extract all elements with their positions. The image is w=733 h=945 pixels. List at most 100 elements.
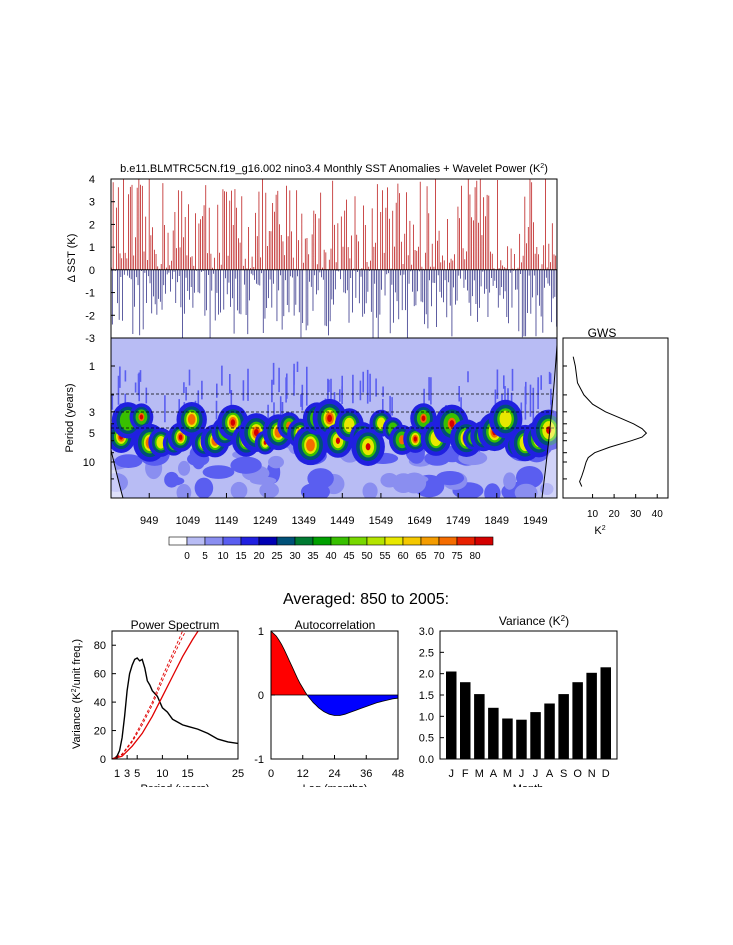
wavelet-contour-low [176, 484, 192, 498]
wavelet-contour-low [114, 454, 143, 468]
colorbar-swatch [222, 536, 242, 546]
monthly-variance-bar [572, 682, 583, 759]
averaged-title: Averaged: 850 to 2005: [283, 591, 449, 608]
wavelet-y-tick-label: 10 [83, 457, 95, 469]
sst-y-tick-label: -1 [85, 288, 95, 300]
wavelet-contour-cell [230, 419, 236, 426]
wavelet-contour-cell [178, 434, 183, 441]
monthly-variance-x-tick-label: F [462, 768, 469, 780]
wavelet-contour-low [402, 472, 427, 494]
sst-y-tick-label: 4 [89, 174, 95, 186]
wavelet-contour-cell [187, 414, 196, 425]
wavelet-y-label: Period (years) [64, 383, 76, 452]
autocorrelation-y-tick-label: -1 [254, 754, 264, 766]
colorbar-swatch [456, 536, 476, 546]
colorbar-swatch [330, 536, 350, 546]
colorbar-swatch [420, 536, 440, 546]
sst-y-tick-label: -2 [85, 310, 95, 322]
monthly-variance-bar [474, 694, 485, 759]
wavelet-y-tick-label: 3 [89, 407, 95, 419]
monthly-variance-x-tick-label: A [546, 768, 554, 780]
colorbar-swatch [258, 536, 278, 546]
colorbar-label: 70 [433, 551, 445, 562]
monthly-variance-x-tick-label: M [503, 768, 512, 780]
autocorrelation-negative-area [307, 695, 398, 716]
colorbar-swatch [204, 536, 224, 546]
power-spectrum-y-tick-label: 40 [94, 697, 106, 709]
wavelet-contour-low [230, 481, 248, 498]
autocorrelation-line [270, 630, 399, 716]
colorbar-label: 35 [307, 551, 319, 562]
power-spectrum-panel: Power Spectrum 0 20 40 60 80 1 3 5 10 15 25 Varian… [71, 618, 244, 795]
colorbar-swatch [186, 536, 206, 546]
wavelet-contour-cell [327, 414, 332, 423]
wavelet-contour-cell [421, 415, 426, 422]
wavelet-contour-cell [365, 443, 371, 451]
power-spectrum-x-tick-label: 1 [114, 768, 120, 780]
monthly-variance-bar [600, 667, 611, 759]
gws-line [572, 356, 648, 487]
wavelet-contour-cell [139, 414, 144, 420]
gws-x-tick-label: 40 [652, 509, 664, 520]
sst-plot-frame [110, 178, 558, 339]
power-spectrum-y-tick-label: 0 [100, 754, 106, 766]
colorbar-label: 30 [289, 551, 301, 562]
monthly-variance-bar [460, 682, 471, 759]
autocorrelation-y-tick-label: 1 [258, 626, 264, 638]
colorbar-swatch [240, 536, 260, 546]
power-spectrum-title: Power Spectrum [131, 618, 220, 632]
colorbar-label: 75 [451, 551, 463, 562]
wavelet-x-tick-label: 1549 [369, 515, 393, 527]
colorbar-label: 5 [202, 551, 208, 562]
colorbar-label: 80 [469, 551, 481, 562]
monthly-variance-bar [586, 672, 597, 759]
colorbar-label: 50 [361, 551, 373, 562]
colorbar-label: 15 [235, 551, 247, 562]
wavelet-contour-low [177, 460, 191, 476]
wavelet-y-ticks: 1 3 5 10 [83, 361, 115, 480]
power-spectrum-frame [111, 630, 239, 760]
power-spectrum-red-noise-95-b [112, 631, 184, 759]
bottom-crop-mask [60, 787, 660, 807]
autocorrelation-x-tick-label: 36 [360, 768, 372, 780]
monthly-variance-y-tick-label: 0.5 [419, 733, 434, 745]
colorbar-label: 25 [271, 551, 283, 562]
wavelet-x-tick-label: 1349 [291, 515, 315, 527]
wavelet-contour-cell [344, 417, 355, 433]
colorbar-swatch [294, 536, 314, 546]
wavelet-contour-low [165, 476, 185, 486]
wavelet-contour-cell [499, 410, 512, 428]
wavelet-power-panel: 1 3 5 10 949 1049 1149 1249 1349 1449 1549 1649 174… [64, 337, 558, 527]
sst-timeseries-panel: 4 3 2 1 0 -1 -2 -3 Δ SST (K) [66, 174, 558, 345]
monthly-variance-bar [488, 707, 499, 759]
power-spectrum-red-noise [112, 631, 199, 759]
gws-x-tick-label: 10 [587, 509, 599, 520]
wavelet-contour-low [300, 482, 330, 498]
monthly-variance-bar [446, 671, 457, 759]
monthly-variance-x-tick-label: A [490, 768, 498, 780]
autocorrelation-x-tick-label: 12 [297, 768, 309, 780]
colorbar-label: 20 [253, 551, 265, 562]
gws-panel: GWS 10 20 30 40 K2 [562, 326, 669, 537]
monthly-variance-bar [530, 712, 541, 759]
wavelet-contour-low [230, 456, 262, 474]
wavelet-x-ticks: 949 1049 1149 1249 1349 1449 1549 1649 1749 1849 1… [140, 493, 548, 527]
wavelet-y-tick-label: 5 [89, 428, 95, 440]
colorbar-swatch [348, 536, 368, 546]
monthly-variance-x-tick-label: N [588, 768, 596, 780]
power-spectrum-y-tick-label: 20 [94, 726, 106, 738]
monthly-variance-panel: Variance (K2) J F M A M J J A S O N D0.00.51.01.52.… [419, 614, 618, 795]
monthly-variance-y-tick-label: 0.0 [419, 754, 434, 766]
colorbar-swatch [402, 536, 422, 546]
autocorrelation-areas [270, 630, 399, 716]
wavelet-colorbar: 0 5 10 15 20 25 30 35 40 45 50 55 60 65 70 75 80 [168, 536, 494, 562]
main-title: b.e11.BLMTRC5CN.f19_g16.002 nino3.4 Mont… [120, 163, 548, 175]
gws-x-label: K2 [594, 525, 605, 537]
sst-y-tick-label: 3 [89, 197, 95, 209]
monthly-variance-x-tick-label: S [560, 768, 567, 780]
monthly-variance-x-tick-label: J [519, 768, 525, 780]
wavelet-contour-cell [253, 428, 259, 437]
wavelet-contour-low [194, 477, 214, 498]
colorbar-swatch [312, 536, 332, 546]
